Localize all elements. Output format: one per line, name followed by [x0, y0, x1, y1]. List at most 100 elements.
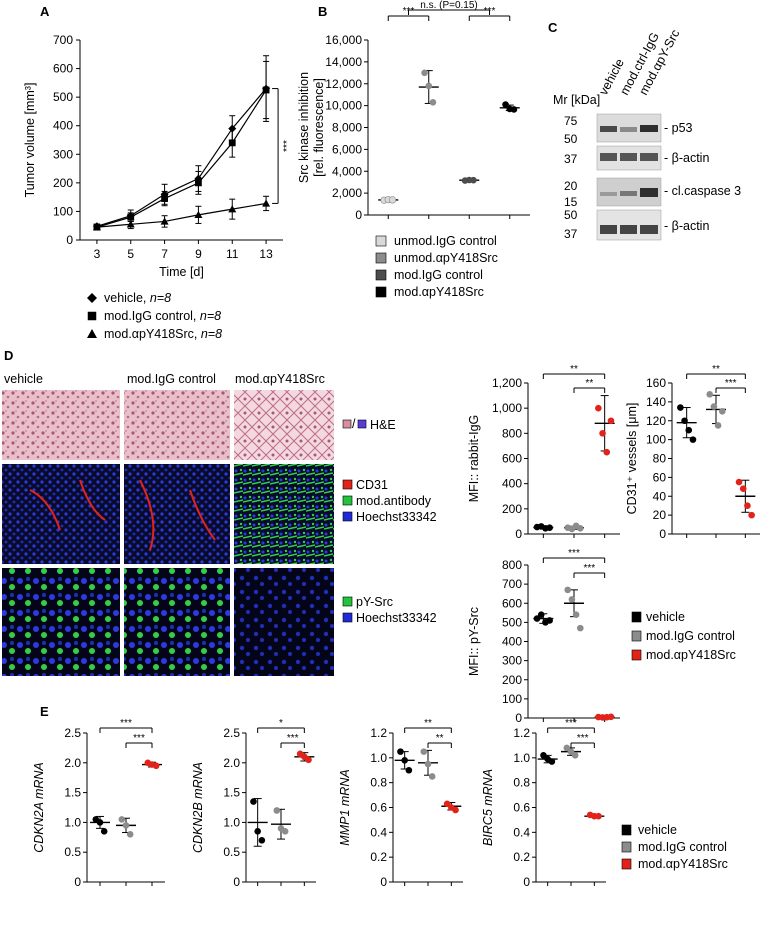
D-rabbit-IgG-data-point	[595, 404, 602, 412]
blot-row-label: - cl.caspase 3	[664, 184, 741, 198]
e-legend-label: vehicle	[638, 823, 677, 837]
a-y-tick-label: 600	[53, 62, 73, 76]
E-CDKN2A-y-axis-label: CDKN2A mRNA	[32, 762, 46, 853]
E-CDKN2B-y-tick-label: 0.5	[223, 845, 240, 859]
b-legend-swatch	[375, 235, 387, 247]
E-BIRC5-y-axis-label: BIRC5 mRNA	[481, 769, 495, 846]
a-legend-label: mod.αpY418Src, n=8	[104, 327, 222, 341]
he-pink-swatch	[342, 419, 352, 429]
E-MMP1-data-point	[452, 806, 459, 814]
panel-label-e: E	[40, 704, 49, 719]
a-y-tick-label: 400	[53, 119, 73, 133]
d-legend-label: mod.αpY418Src	[646, 648, 736, 662]
panel-label-b: B	[318, 4, 327, 19]
D-rabbit-IgG-y-tick-label: 200	[502, 502, 522, 516]
pysrc-legend-label: pY-Src	[356, 595, 393, 609]
D-rabbit-IgG-data-point	[603, 448, 611, 456]
cd31-image-igg	[124, 464, 230, 564]
E-CDKN2B-data-point	[250, 798, 257, 805]
a-y-axis-label: Tumor volume [mm³]	[23, 83, 37, 198]
E-BIRC5-y-tick-label: 0.6	[513, 801, 530, 815]
D-pY-Src-data-point	[607, 713, 615, 721]
D-CD31-vessels-y-tick-label: 80	[653, 452, 667, 466]
B-y-tick-label: 12,000	[325, 77, 362, 91]
blot-band	[620, 225, 637, 234]
B-y-tick-label: 8,000	[332, 121, 362, 135]
E-BIRC5-y-tick-label: 0.2	[513, 850, 530, 864]
E-MMP1-y-tick-label: 0.8	[370, 776, 387, 790]
he-purple-swatch	[357, 419, 367, 429]
a-data-point	[127, 213, 135, 221]
b-legend-swatch	[375, 269, 387, 281]
E-CDKN2B-y-tick-label: 2.0	[223, 756, 240, 770]
a-x-tick-label: 13	[259, 247, 273, 261]
cd31-image-apy	[234, 464, 334, 564]
D-CD31-vessels-data-point	[744, 502, 751, 509]
blot-band	[620, 127, 637, 132]
a-data-point	[195, 179, 202, 187]
B-data-point	[502, 101, 509, 108]
he-image-vehicle	[2, 390, 120, 460]
b-legend-label: unmod.IgG control	[394, 234, 497, 248]
a-y-tick-label: 300	[53, 147, 73, 161]
D-rabbit-IgG-y-tick-label: 800	[502, 426, 522, 440]
E-BIRC5-data-point	[595, 812, 602, 820]
D-CD31-vessels-y-tick-label: 60	[653, 470, 667, 484]
hoechst-swatch-2	[342, 612, 353, 623]
hoechst-legend-label-2: Hoechst33342	[356, 611, 437, 625]
a-x-tick-label: 7	[161, 247, 168, 261]
B-data-point	[425, 82, 433, 90]
a-legend-marker	[87, 311, 97, 321]
blot-band	[640, 225, 658, 234]
D-CD31-vessels-sig-label: **	[712, 364, 720, 375]
a-y-tick-label: 100	[53, 204, 73, 218]
E-CDKN2B-data-point	[258, 836, 266, 844]
D-CD31-vessels-data-point	[681, 417, 688, 425]
D-rabbit-IgG-sig-label: **	[570, 364, 578, 375]
D-rabbit-IgG-y-tick-label: 1,000	[492, 401, 522, 415]
he-legend-label: H&E	[370, 418, 396, 432]
he-swatch-separator: /	[352, 417, 356, 431]
blot-marker: 50	[564, 132, 578, 146]
E-CDKN2A-y-tick-label: 0.5	[64, 845, 81, 859]
D-pY-Src-y-tick-label: 400	[502, 635, 522, 649]
pysrc-image-vehicle	[2, 568, 120, 676]
D-pY-Src-data-point	[546, 617, 553, 624]
E-CDKN2A-y-tick-label: 1.5	[64, 786, 81, 800]
E-CDKN2B-y-tick-label: 0	[233, 875, 240, 889]
blot-band	[620, 153, 637, 161]
B-y-tick-label: 2,000	[332, 186, 362, 200]
a-x-tick-label: 3	[94, 247, 101, 261]
b-sig-ns-label: n.s. (P=0.15)	[420, 0, 478, 11]
D-pY-Src-data-point	[568, 596, 576, 603]
E-BIRC5-y-tick-label: 0.4	[513, 825, 530, 839]
a-series-line-0	[96, 88, 267, 227]
E-MMP1-sig-label: **	[436, 733, 444, 744]
a-y-tick-label: 200	[53, 176, 73, 190]
a-legend-marker	[87, 329, 97, 338]
e-legend-swatch	[621, 841, 632, 853]
B-y-tick-label: 4,000	[332, 164, 362, 178]
blot-mr-label: Mr [kDa]	[553, 93, 600, 107]
D-pY-Src-data-point	[533, 615, 541, 622]
E-MMP1-sig-label: **	[424, 718, 432, 729]
E-MMP1-y-tick-label: 0.4	[370, 825, 387, 839]
D-pY-Src-y-tick-label: 300	[502, 654, 522, 668]
a-data-point	[92, 223, 101, 231]
panel-label-c: C	[548, 20, 558, 35]
E-CDKN2B-y-axis-label: CDKN2B mRNA	[191, 762, 205, 853]
a-data-point	[262, 199, 271, 207]
blot-row-label: - β-actin	[664, 151, 709, 165]
D-pY-Src-sig-label: ***	[568, 548, 580, 559]
E-MMP1-y-axis-label: MMP1 mRNA	[338, 769, 352, 845]
blot-band	[620, 191, 637, 196]
E-BIRC5-sig-label: ***	[565, 718, 577, 729]
pysrc-image-apy	[234, 568, 334, 676]
micro-col-vehicle: vehicle	[4, 372, 43, 386]
D-pY-Src-data-point	[537, 611, 545, 619]
B-y-axis-label: Src kinase inhibition	[297, 72, 311, 183]
micro-col-apy: mod.αpY418Src	[235, 372, 325, 386]
panel-label-d: D	[4, 348, 13, 363]
E-CDKN2A-data-point	[96, 819, 104, 826]
